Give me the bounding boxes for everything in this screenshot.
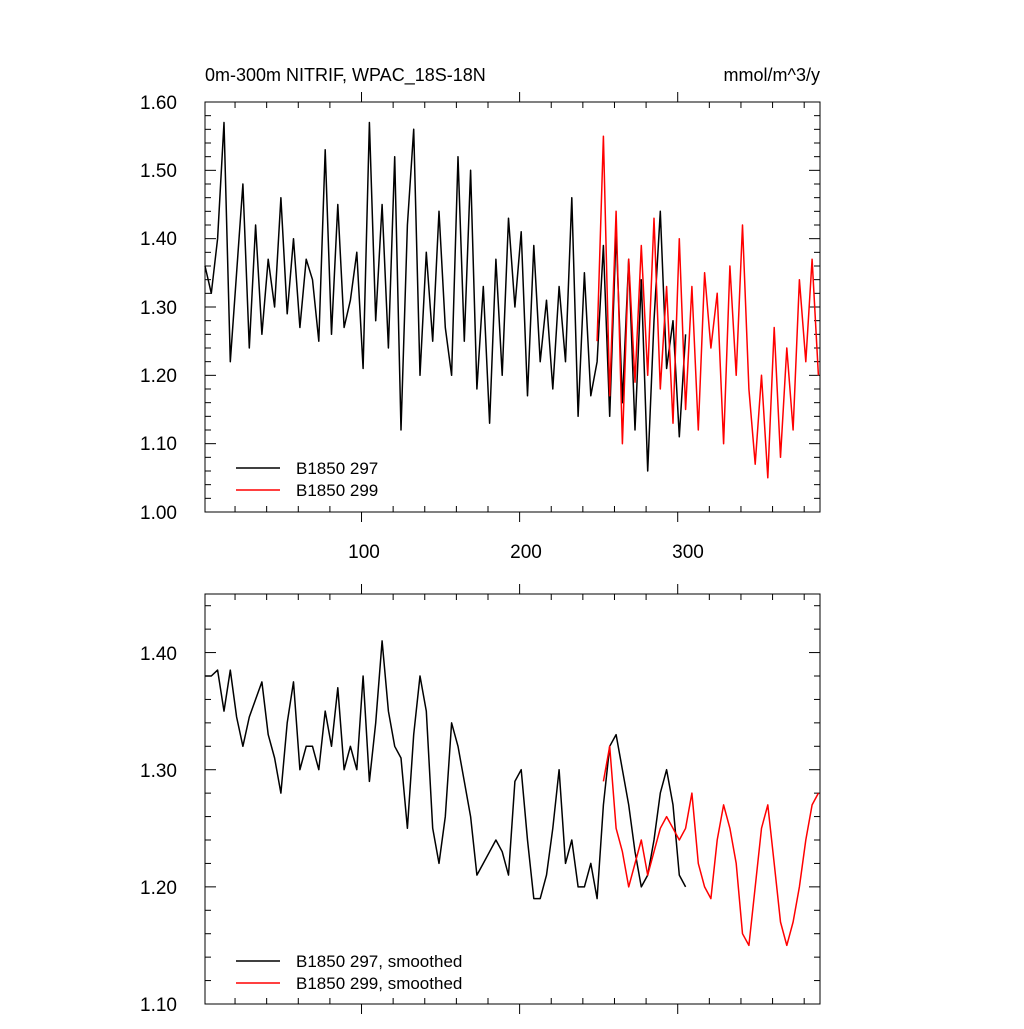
panel-top: 0m-300m NITRIF, WPAC_18S-18N mmol/m^3/y …: [140, 65, 821, 563]
panel-bottom: 1.40 1.30 1.20 1.10 B1850 297, smoothed …: [140, 584, 821, 1016]
y-tick-label: 1.50: [140, 161, 177, 182]
x-tick-labels: 100 200 300: [348, 542, 704, 563]
y-tick-labels: 1.40 1.30 1.20 1.10: [140, 644, 177, 1016]
series-line-2: [602, 745, 820, 947]
series-line-1: [204, 121, 687, 472]
y-tick-label: 1.30: [140, 298, 177, 319]
legend: B1850 297, smoothed B1850 299, smoothed: [236, 952, 462, 993]
legend: B1850 297 B1850 299: [236, 459, 378, 500]
axis-ticks: [205, 584, 820, 1014]
x-tick-label: 200: [510, 542, 542, 563]
y-tick-label: 1.00: [140, 503, 177, 524]
series-lines: [205, 640, 820, 947]
chart-title: 0m-300m NITRIF, WPAC_18S-18N: [205, 65, 486, 86]
y-tick-labels: 1.60 1.50 1.40 1.30 1.20 1.10 1.00: [140, 93, 177, 524]
units-label: mmol/m^3/y: [724, 65, 820, 85]
legend-label-series-1: B1850 297: [296, 459, 378, 478]
plot-frame: [204, 593, 821, 1005]
y-tick-label: 1.60: [140, 93, 177, 114]
y-tick-label: 1.30: [140, 761, 177, 782]
y-tick-label: 1.40: [140, 644, 177, 665]
y-tick-label: 1.10: [140, 995, 177, 1016]
series-line-1: [205, 640, 687, 900]
legend-label-series-2: B1850 299: [296, 481, 378, 500]
y-tick-label: 1.20: [140, 878, 177, 899]
x-tick-label: 100: [348, 542, 380, 563]
y-tick-label: 1.10: [140, 434, 177, 455]
x-tick-label: 300: [672, 542, 704, 563]
axis-ticks: [205, 92, 820, 522]
y-tick-label: 1.20: [140, 366, 177, 387]
legend-label-series-2: B1850 299, smoothed: [296, 974, 462, 993]
series-line-2: [596, 135, 820, 479]
series-lines: [204, 121, 820, 479]
y-tick-label: 1.40: [140, 229, 177, 250]
legend-label-series-1: B1850 297, smoothed: [296, 952, 462, 971]
